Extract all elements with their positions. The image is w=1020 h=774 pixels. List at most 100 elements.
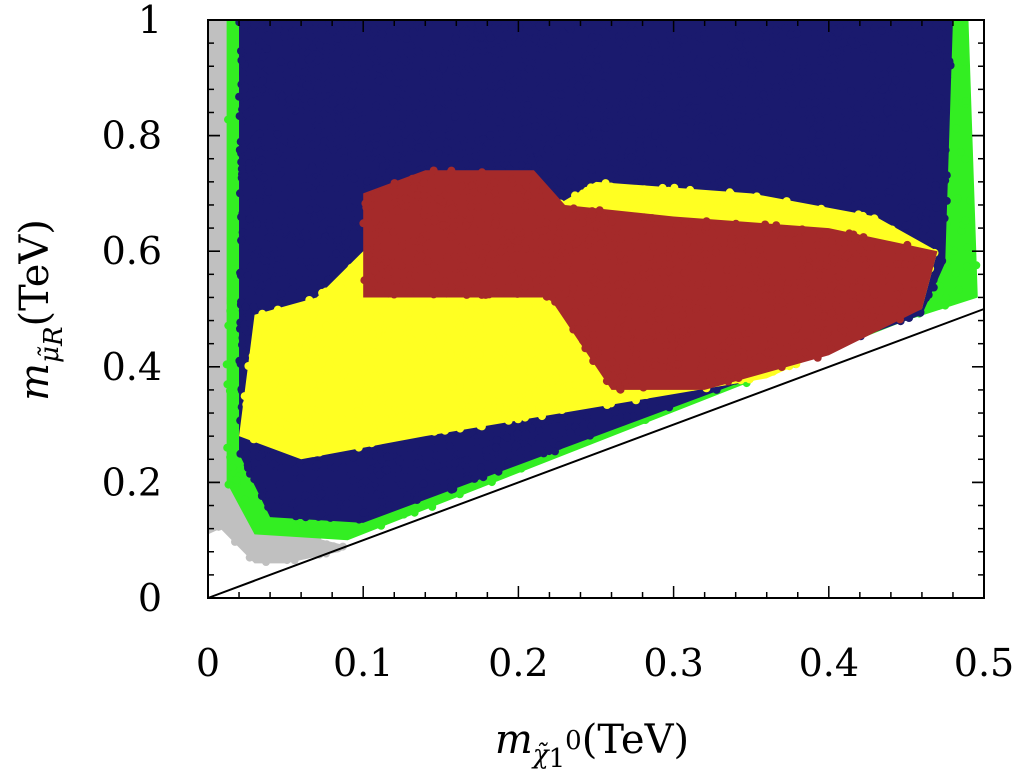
point-navy [819, 176, 827, 185]
point-navy [378, 506, 387, 515]
point-navy [620, 116, 629, 125]
point-gray [208, 81, 217, 90]
point-navy [821, 97, 830, 106]
point-navy [641, 55, 650, 64]
point-navy [929, 147, 938, 156]
point-navy [370, 25, 379, 33]
point-navy [727, 41, 736, 50]
point-navy [445, 119, 454, 128]
point-navy [371, 108, 380, 117]
point-gray [217, 489, 226, 498]
point-gray [208, 173, 216, 182]
point-green [224, 480, 233, 489]
point-navy [448, 44, 457, 53]
point-navy [465, 90, 474, 99]
point-navy [745, 51, 754, 60]
point-navy [628, 412, 637, 421]
point-navy [517, 30, 526, 39]
point-navy [589, 173, 598, 182]
point-gray [208, 377, 215, 386]
point-navy [871, 156, 880, 165]
point-navy [746, 148, 755, 157]
point-green [942, 293, 951, 302]
point-navy [520, 70, 529, 79]
point-gray [210, 140, 219, 149]
point-navy [551, 99, 560, 108]
point-gray [219, 333, 228, 342]
point-navy [490, 24, 499, 33]
point-navy [615, 38, 624, 47]
point-navy [616, 153, 625, 162]
point-navy [942, 53, 951, 62]
point-navy [531, 164, 540, 173]
point-gray [302, 538, 311, 547]
point-navy [432, 95, 440, 104]
point-navy [672, 60, 681, 68]
point-navy [300, 68, 309, 76]
point-gray [209, 20, 218, 25]
point-gray [216, 299, 225, 308]
point-navy [395, 456, 404, 465]
point-navy [795, 41, 804, 49]
point-gray [217, 422, 226, 431]
point-navy [445, 441, 454, 450]
point-navy [618, 100, 627, 108]
point-navy [920, 218, 929, 227]
point-navy [813, 123, 822, 132]
point-navy [288, 457, 297, 466]
point-navy [400, 55, 408, 64]
point-navy [824, 194, 833, 203]
point-green [230, 447, 239, 456]
point-navy [392, 126, 401, 135]
point-green [935, 301, 944, 310]
point-navy [524, 39, 533, 48]
point-navy [785, 64, 794, 73]
point-navy [297, 137, 306, 146]
point-navy [610, 106, 618, 115]
point-navy [550, 154, 559, 163]
point-navy [888, 120, 897, 129]
point-navy [651, 62, 660, 71]
point-navy [502, 433, 511, 442]
point-navy [883, 129, 892, 138]
point-navy [403, 161, 412, 170]
point-gray [220, 506, 229, 515]
point-navy [355, 105, 364, 114]
point-navy [380, 109, 389, 118]
point-gray [266, 552, 275, 560]
point-gray [214, 220, 223, 229]
point-navy [517, 160, 526, 169]
point-gray [217, 350, 226, 359]
point-navy [244, 118, 253, 127]
point-navy [302, 257, 311, 266]
point-navy [860, 115, 869, 124]
point-gray [218, 410, 227, 419]
point-navy [471, 152, 480, 161]
point-navy [550, 430, 559, 439]
point-green [963, 243, 972, 252]
point-navy [673, 109, 682, 118]
point-gray [329, 542, 338, 551]
point-navy [537, 39, 546, 48]
point-navy [547, 37, 556, 46]
point-navy [545, 416, 554, 424]
point-navy [500, 23, 509, 32]
point-green [954, 285, 963, 294]
point-navy [432, 451, 441, 460]
point-navy [644, 117, 653, 126]
point-navy [316, 185, 325, 194]
point-navy [634, 163, 643, 172]
point-navy [321, 207, 330, 216]
point-navy [661, 139, 670, 148]
point-gray [216, 284, 225, 293]
point-green [948, 96, 957, 105]
point-navy [406, 444, 415, 453]
point-navy [902, 108, 911, 117]
point-navy [285, 183, 294, 192]
point-navy [472, 46, 481, 55]
point-navy [564, 22, 573, 31]
point-navy [418, 99, 427, 108]
point-navy [237, 297, 245, 306]
point-navy [385, 501, 394, 510]
point-navy [809, 146, 818, 155]
